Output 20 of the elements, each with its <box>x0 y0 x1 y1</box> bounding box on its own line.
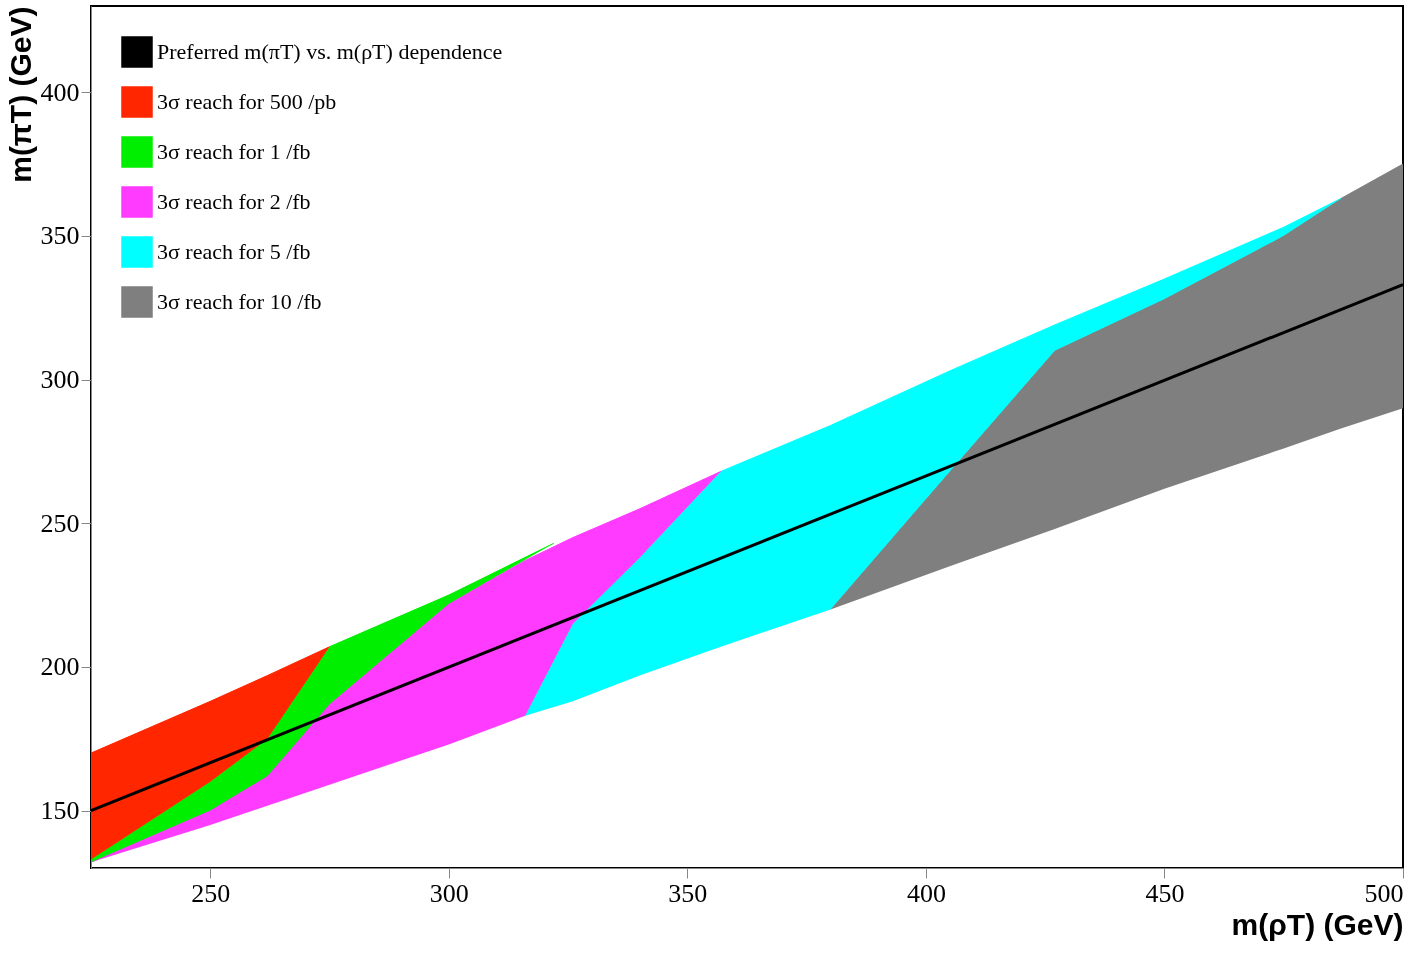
y-tick-label: 350 <box>40 221 80 251</box>
x-tick-label: 300 <box>429 878 469 908</box>
y-tick-label: 250 <box>40 508 80 538</box>
legend-label: Preferred m(πT) vs. m(ρT) dependence <box>157 39 503 64</box>
x-tick-label: 450 <box>1145 878 1185 908</box>
y-tick-label: 150 <box>40 796 80 826</box>
x-tick-label: 250 <box>191 878 231 908</box>
x-tick-label: 350 <box>668 878 708 908</box>
x-axis-title: m(ρT) (GeV) <box>1231 907 1404 941</box>
y-tick-label: 400 <box>40 77 80 107</box>
y-tick-label: 300 <box>40 365 80 395</box>
legend-label: 3σ reach for 500 /pb <box>157 89 337 114</box>
y-axis-title: m(πT) (GeV) <box>3 6 37 183</box>
legend-label: 3σ reach for 1 /fb <box>157 139 311 164</box>
legend-label: 3σ reach for 10 /fb <box>157 289 322 314</box>
y-tick-label: 200 <box>40 652 80 682</box>
legend-label: 3σ reach for 2 /fb <box>157 189 311 214</box>
legend-label: 3σ reach for 5 /fb <box>157 239 311 264</box>
x-tick-label: 500 <box>1364 878 1404 908</box>
x-tick-label: 400 <box>906 878 946 908</box>
